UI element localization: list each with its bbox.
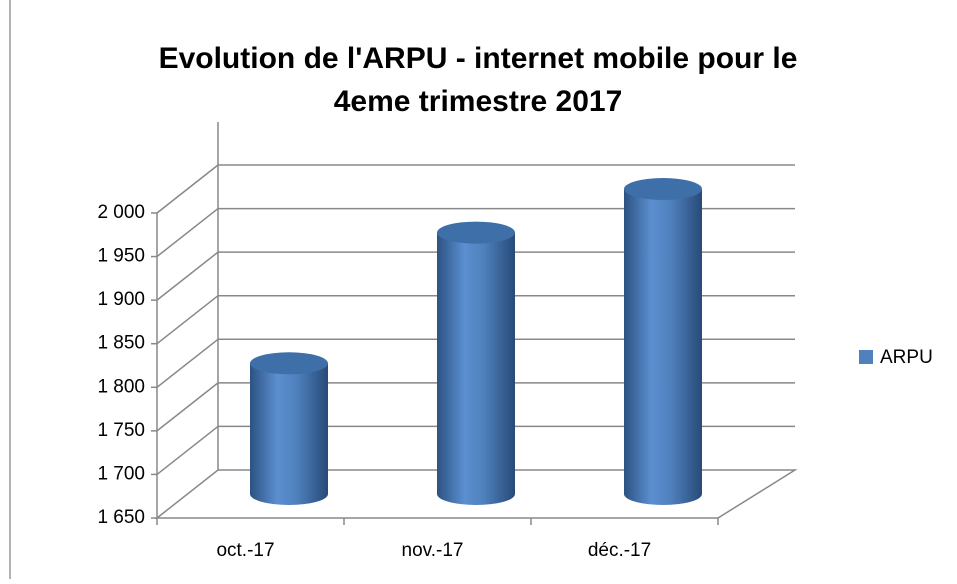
x-tick-label: nov.-17 <box>402 540 464 561</box>
grid-line <box>156 164 219 214</box>
y-tick-label: 1 850 <box>97 333 145 354</box>
y-tick-label: 1 800 <box>97 376 145 397</box>
grid-line <box>156 338 219 388</box>
y-tick-label: 1 700 <box>97 463 145 484</box>
grid-line <box>156 425 219 476</box>
legend-swatch <box>859 350 873 364</box>
y-tick-label: 1 750 <box>97 420 145 441</box>
y-tick-label: 1 650 <box>97 507 145 528</box>
x-tick-label: oct.-17 <box>216 540 274 561</box>
y-tick-label: 1 950 <box>97 246 145 267</box>
cylinder-top <box>624 178 702 200</box>
cylinder-body <box>624 189 702 505</box>
cylinder-top <box>250 352 328 375</box>
y-tick-label: 2 000 <box>97 202 145 223</box>
cylinder-body <box>250 363 328 505</box>
grid-line <box>156 251 219 301</box>
cylinder-body <box>437 232 515 506</box>
legend-label: ARPU <box>880 347 933 368</box>
grid-line <box>156 382 219 432</box>
y-tick-label: 1 900 <box>97 289 145 310</box>
grid-line <box>156 295 219 345</box>
chart-title-line-2: 4eme trimestre 2017 <box>334 85 623 118</box>
cylinder-top <box>437 221 515 244</box>
chart-title: Evolution de l'ARPU - internet mobile po… <box>159 42 798 75</box>
x-tick-label: déc.-17 <box>588 540 651 561</box>
grid-line <box>156 207 219 258</box>
